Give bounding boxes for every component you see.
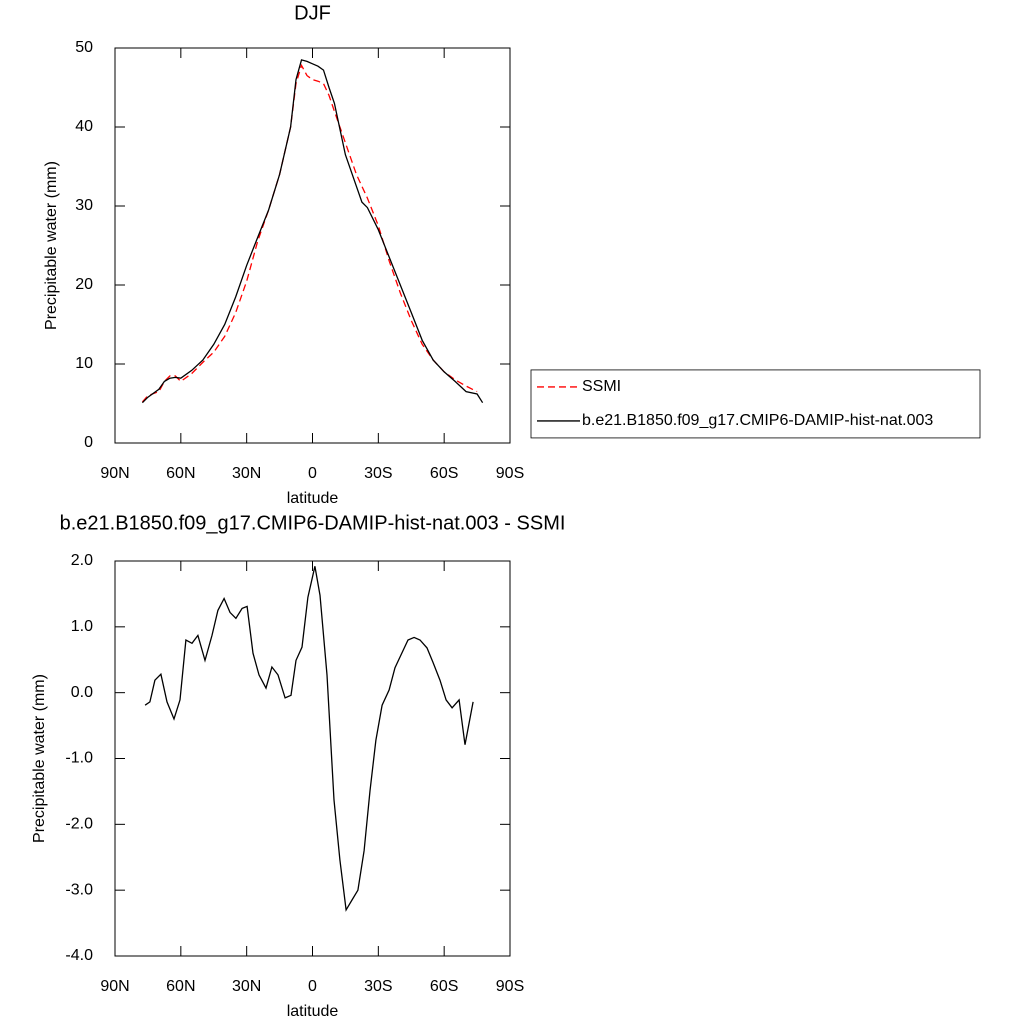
plot-frame xyxy=(114,47,511,444)
x-axis-label: latitude xyxy=(287,490,339,507)
y-tick-label: 1.0 xyxy=(71,618,93,635)
legend-label: SSMI xyxy=(582,378,621,395)
x-tick-label: 60N xyxy=(166,465,195,482)
x-tick-label: 90N xyxy=(100,465,129,482)
x-tick-label: 30S xyxy=(364,978,392,995)
x-tick-label: 90S xyxy=(496,978,524,995)
data-line xyxy=(144,566,474,912)
y-axis-label: Precipitable water (mm) xyxy=(43,161,60,330)
y-tick-label: 0 xyxy=(84,434,93,451)
x-tick-label: 0 xyxy=(308,978,317,995)
y-tick-label: 30 xyxy=(75,197,93,214)
y-tick-label: 10 xyxy=(75,355,93,372)
x-tick-label: 90S xyxy=(496,465,524,482)
x-axis-label: latitude xyxy=(287,1003,339,1020)
y-tick-label: -1.0 xyxy=(65,750,93,767)
y-tick-label: 2.0 xyxy=(71,552,93,569)
x-tick-label: 60S xyxy=(430,465,458,482)
legend-box xyxy=(530,369,981,439)
chart-title: DJF xyxy=(294,2,331,24)
y-axis-label: Precipitable water (mm) xyxy=(31,674,48,843)
data-line xyxy=(141,59,484,404)
data-line xyxy=(141,63,478,403)
x-tick-label: 30N xyxy=(232,465,261,482)
y-tick-label: 0.0 xyxy=(71,684,93,701)
y-tick-label: -2.0 xyxy=(65,816,93,833)
x-tick-label: 90N xyxy=(100,978,129,995)
x-tick-label: 60N xyxy=(166,978,195,995)
legend-label: b.e21.B1850.f09_g17.CMIP6-DAMIP-hist-nat… xyxy=(582,412,933,429)
y-tick-label: -3.0 xyxy=(65,881,93,898)
x-tick-label: 60S xyxy=(430,978,458,995)
y-tick-label: 50 xyxy=(75,39,93,56)
plot-frame xyxy=(114,560,511,957)
x-tick-label: 30S xyxy=(364,465,392,482)
y-tick-label: 40 xyxy=(75,118,93,135)
x-tick-label: 0 xyxy=(308,465,317,482)
chart-title: b.e21.B1850.f09_g17.CMIP6-DAMIP-hist-nat… xyxy=(60,512,566,534)
y-tick-label: 20 xyxy=(75,276,93,293)
x-tick-label: 30N xyxy=(232,978,261,995)
y-tick-label: -4.0 xyxy=(65,947,93,964)
